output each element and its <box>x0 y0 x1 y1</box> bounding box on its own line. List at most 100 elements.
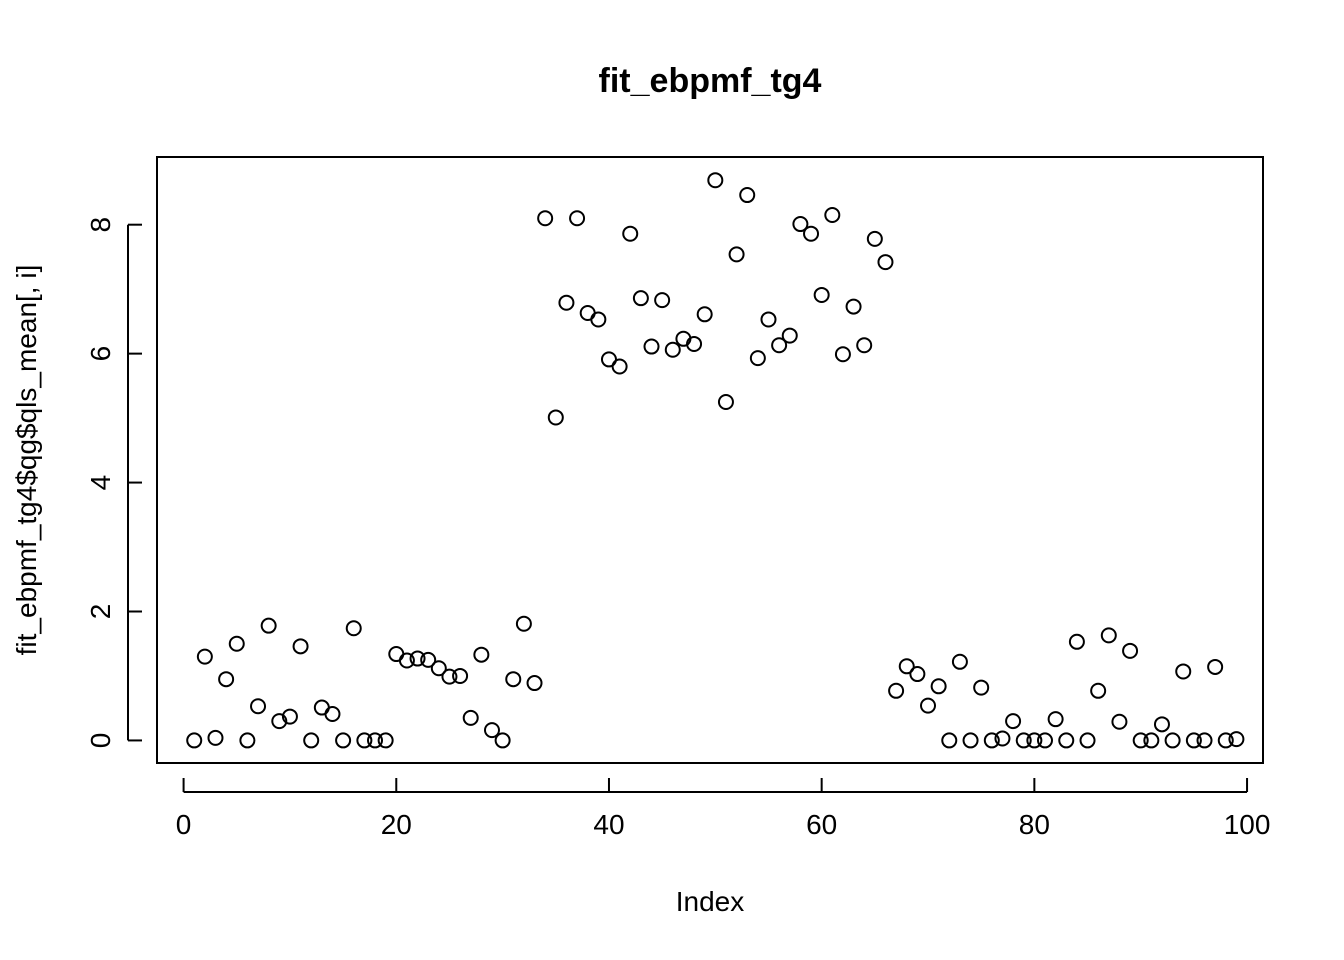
data-point <box>973 679 990 696</box>
data-point <box>1196 732 1213 749</box>
data-point <box>186 732 203 749</box>
chart-title: fit_ebpmf_tg4 <box>599 62 822 100</box>
data-point <box>196 648 213 665</box>
data-point <box>1047 711 1064 728</box>
data-point <box>824 207 841 224</box>
data-point <box>1122 642 1139 659</box>
x-tick-label: 20 <box>381 809 412 840</box>
data-point <box>1068 633 1085 650</box>
x-axis: 0 20 40 60 80 100 <box>176 778 1271 840</box>
data-point <box>590 311 607 328</box>
data-point <box>686 335 703 352</box>
data-point <box>271 713 288 730</box>
data-point <box>654 292 671 309</box>
data-point <box>866 230 883 247</box>
data-point <box>505 671 522 688</box>
data-point <box>739 187 756 204</box>
data-point <box>462 709 479 726</box>
data-point <box>1036 732 1053 749</box>
data-point <box>1143 732 1160 749</box>
data-point <box>367 732 384 749</box>
data-point <box>1111 713 1128 730</box>
data-point <box>920 697 937 714</box>
data-point <box>781 327 798 344</box>
data-point <box>888 682 905 699</box>
data-point <box>292 638 309 655</box>
data-point <box>930 678 947 695</box>
data-point <box>335 732 352 749</box>
data-point <box>547 409 564 426</box>
data-point <box>398 652 415 669</box>
y-axis-label: fit_ebpmf_tg4$qg$qls_mean[, i] <box>11 265 42 656</box>
data-point <box>1100 627 1117 644</box>
x-tick-label: 40 <box>593 809 624 840</box>
data-point <box>473 646 490 663</box>
data-point <box>845 298 862 315</box>
data-point <box>441 668 458 685</box>
data-point <box>1132 732 1149 749</box>
data-point <box>717 393 734 410</box>
data-point <box>377 732 394 749</box>
data-point <box>1175 663 1192 680</box>
data-point <box>260 617 277 634</box>
y-tick-label: 6 <box>85 346 116 362</box>
data-point <box>452 667 469 684</box>
data-point <box>515 615 532 632</box>
data-point <box>803 225 820 242</box>
data-point <box>250 698 267 715</box>
data-point <box>388 646 405 663</box>
data-point <box>356 732 373 749</box>
data-point <box>324 706 341 723</box>
data-point <box>909 666 926 683</box>
data-point <box>983 732 1000 749</box>
data-point <box>877 254 894 271</box>
data-point <box>228 635 245 652</box>
data-point <box>760 311 777 328</box>
data-point <box>345 620 362 637</box>
x-tick-label: 100 <box>1224 809 1271 840</box>
data-point <box>696 306 713 323</box>
data-point <box>994 730 1011 747</box>
data-point <box>569 210 586 227</box>
data-point <box>1079 732 1096 749</box>
data-point <box>941 732 958 749</box>
data-point <box>728 246 745 263</box>
data-point <box>1026 732 1043 749</box>
y-tick-label: 0 <box>85 733 116 749</box>
data-point <box>813 286 830 303</box>
data-point <box>1153 716 1170 733</box>
data-point <box>537 210 554 227</box>
data-point <box>1015 732 1032 749</box>
data-point <box>281 708 298 725</box>
data-point <box>579 305 596 322</box>
x-tick-label: 0 <box>176 809 192 840</box>
y-tick-label: 8 <box>85 217 116 233</box>
data-point <box>749 350 766 367</box>
data-point <box>558 294 575 311</box>
data-point <box>792 216 809 233</box>
x-tick-label: 80 <box>1019 809 1050 840</box>
y-tick-label: 2 <box>85 604 116 620</box>
data-point <box>1058 732 1075 749</box>
data-point <box>526 675 543 692</box>
data-point <box>303 732 320 749</box>
data-points <box>186 172 1245 749</box>
y-tick-label: 4 <box>85 475 116 491</box>
data-point <box>207 729 224 746</box>
data-point <box>409 650 426 667</box>
data-point <box>962 732 979 749</box>
data-point <box>483 722 500 739</box>
data-point <box>430 660 447 677</box>
data-point <box>834 346 851 363</box>
data-point <box>643 338 660 355</box>
data-point <box>494 732 511 749</box>
data-point <box>1090 682 1107 699</box>
x-tick-label: 60 <box>806 809 837 840</box>
plot-frame <box>156 156 1264 764</box>
data-point <box>622 225 639 242</box>
data-point <box>898 658 915 675</box>
data-point <box>1185 732 1202 749</box>
data-point <box>420 651 437 668</box>
data-point <box>1164 732 1181 749</box>
data-point <box>1228 731 1245 748</box>
